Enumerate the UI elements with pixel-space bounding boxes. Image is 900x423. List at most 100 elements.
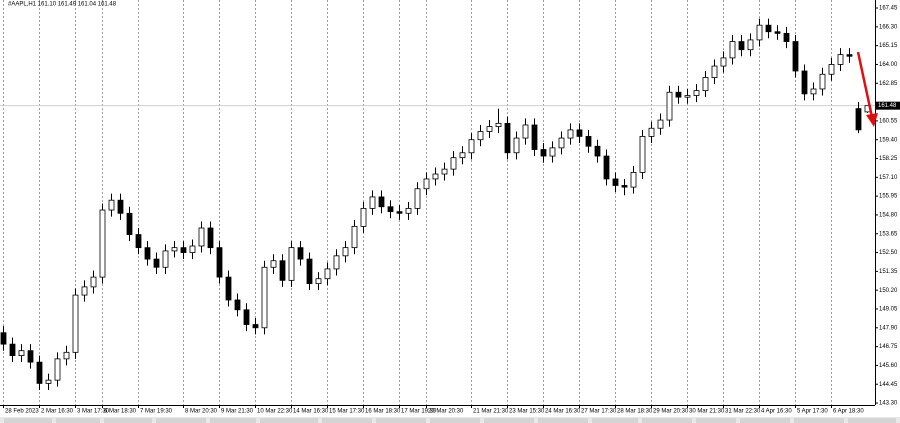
x-tick-label: 2 Mar 16:30 [41, 409, 74, 415]
candle-body [441, 168, 448, 175]
y-tick-label: 143.30 [879, 401, 898, 407]
candle-body [459, 152, 466, 159]
candle-body [324, 268, 331, 280]
tab[interactable] [592, 418, 638, 423]
candle-body [639, 136, 646, 173]
tab[interactable] [696, 418, 736, 423]
y-tick-label: 149.05 [879, 307, 898, 313]
candle-body [261, 266, 268, 329]
tab[interactable] [848, 418, 896, 423]
candle-body [774, 31, 781, 34]
candle-body [423, 178, 430, 190]
tab[interactable] [322, 418, 372, 423]
candle-body [153, 258, 160, 268]
y-tick-label: 146.75 [879, 344, 898, 350]
candle-body [621, 185, 628, 188]
candle-body [342, 247, 349, 257]
candle-body [387, 206, 394, 213]
candles [0, 18, 871, 390]
x-tick-label: 10 Mar 22:30 [257, 409, 293, 415]
candle-body [666, 91, 673, 121]
candle-body [351, 225, 358, 249]
tab[interactable] [156, 418, 206, 423]
candle-body [396, 211, 403, 214]
candle-body [837, 54, 844, 65]
candle-body [738, 41, 745, 51]
y-tick-label: 166.30 [879, 24, 898, 30]
candle-body [63, 351, 70, 360]
tab[interactable] [794, 418, 844, 423]
y-tick-label: 157.10 [879, 175, 898, 181]
x-tick-label: 3 Mar 17:30 [77, 409, 110, 415]
tab[interactable] [642, 418, 692, 423]
tab[interactable] [740, 418, 790, 423]
candle-body [729, 41, 736, 59]
tab[interactable] [210, 418, 256, 423]
x-tick-label: 24 Mar 16:30 [545, 409, 581, 415]
y-tick-label: 144.45 [879, 382, 898, 388]
candle-body [468, 139, 475, 154]
candle-body [315, 278, 322, 285]
candle-body [81, 286, 88, 296]
candle-body [216, 247, 223, 278]
x-tick-label: 6 Mar 18:30 [104, 409, 137, 415]
tab[interactable] [56, 418, 100, 423]
y-tick-label: 155.95 [879, 194, 898, 200]
chart-title: #AAPL,H1 161.10 161.49 161.04 161.48 [8, 2, 117, 8]
y-tick-label: 167.45 [879, 6, 898, 12]
candle-body [684, 95, 691, 98]
candle-body [279, 260, 286, 281]
grid [0, 0, 875, 405]
arrow-head [866, 113, 878, 127]
tab[interactable] [484, 418, 534, 423]
candle-body [720, 57, 727, 67]
candle-body [414, 188, 421, 209]
x-tick-label: 28 Feb 2023 [5, 409, 39, 415]
y-tick-label: 159.40 [879, 137, 898, 143]
x-tick-label: 14 Mar 16:30 [293, 409, 329, 415]
x-tick-label: 8 Mar 20:30 [185, 409, 218, 415]
tab[interactable] [538, 418, 588, 423]
tab[interactable] [4, 418, 52, 423]
candle-body [675, 91, 682, 98]
candle-body [792, 41, 799, 72]
tab[interactable] [104, 418, 152, 423]
candle-body [207, 227, 214, 249]
candle-body [504, 122, 511, 154]
candle-body [783, 32, 790, 42]
current-price-box [876, 101, 900, 110]
candle-body [450, 157, 457, 170]
tab[interactable] [430, 418, 480, 423]
candle-body [306, 258, 313, 285]
x-tick-label: 7 Mar 19:30 [140, 409, 173, 415]
y-tick-label: 154.80 [879, 213, 898, 219]
candle-body [711, 65, 718, 78]
candle-body [477, 131, 484, 141]
candle-body [567, 129, 574, 139]
candle-body [171, 247, 178, 252]
candle-body [585, 136, 592, 147]
candle-body [594, 145, 601, 157]
candle-body [333, 255, 340, 270]
tab[interactable] [260, 418, 318, 423]
tab[interactable] [376, 418, 426, 423]
candle-body [756, 24, 763, 41]
candle-body [108, 199, 115, 211]
x-tick-label: 6 Apr 18:30 [833, 409, 864, 415]
candle-body [117, 199, 124, 214]
candle-body [27, 350, 34, 363]
candle-body [558, 137, 565, 149]
candle-body [45, 379, 52, 384]
x-tick-label: 31 Mar 22:30 [725, 409, 761, 415]
candle-body [297, 247, 304, 260]
candle-body [90, 276, 97, 288]
candle-body [603, 155, 610, 180]
x-tick-label: 20 Mar 20:30 [428, 409, 464, 415]
candle-body [648, 127, 655, 137]
candle-body [36, 361, 43, 384]
candle-body [495, 122, 502, 128]
y-tick-label: 158.25 [879, 156, 898, 162]
candle-body [99, 209, 106, 278]
y-tick-label: 150.20 [879, 288, 898, 294]
